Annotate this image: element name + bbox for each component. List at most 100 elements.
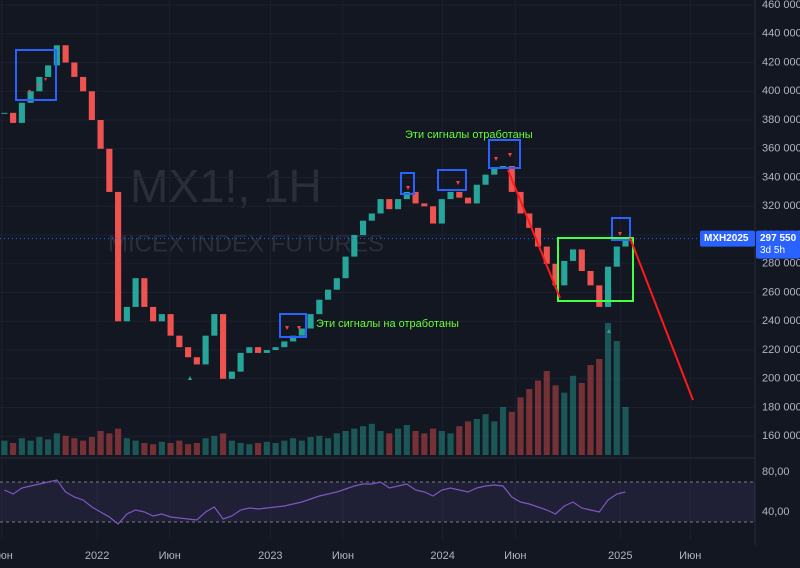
volume-bar [115,428,122,455]
candle [596,285,603,307]
candle [237,352,244,372]
x-tick-label: 2022 [85,550,109,562]
volume-bar [246,444,253,455]
volume-bar [561,392,568,455]
candle [220,314,227,379]
volume-bar [71,438,78,455]
candle [386,199,393,210]
y-tick-label: 260 000 [762,286,800,298]
candle [27,91,34,103]
candle [45,65,52,77]
candle [552,263,559,286]
y-tick-label: 460 000 [762,0,800,11]
volume-bar [307,437,314,455]
annotation: Эти сигналы отработаны [405,129,533,141]
volume-bar [53,433,60,455]
volume-bar [316,435,323,455]
volume-bar [360,426,367,455]
candle [464,197,472,204]
volume-bar [526,389,533,455]
price-tag-countdown: 3d 5h [760,245,785,256]
x-tick-label: 2025 [608,550,632,562]
volume-bar [377,431,384,455]
candle [211,314,218,336]
volume-bar [578,383,585,455]
candle [482,174,489,185]
candle [342,256,349,279]
trend-line [507,169,561,299]
volume-bar [552,385,559,455]
candle [351,235,358,257]
volume-bar [80,440,87,455]
y-tick-label: 280 000 [762,258,800,270]
candle [394,199,402,210]
signal-box [611,217,631,241]
candle [412,191,419,204]
candle [185,347,192,358]
candle [307,314,314,329]
volume-bar [18,438,25,455]
volume-bar [62,435,69,455]
candle [290,335,297,342]
x-tick-label: Июн [332,550,354,562]
volume-bar [499,407,507,455]
candle [123,306,130,322]
candle [62,45,69,63]
signal-box [400,172,415,195]
candle [298,328,305,336]
candle [569,249,577,261]
volume-bar [351,428,358,455]
candle [150,306,157,322]
volume-bar [429,428,437,455]
candle [80,76,87,92]
volume-bar [176,440,183,455]
price-tag-value: 297 550 [760,233,797,244]
candle [132,278,139,307]
candle [429,206,437,224]
candle [578,249,585,271]
candle [421,203,428,207]
candle [438,199,445,224]
volume-bar [491,421,498,455]
volume-bar [333,433,340,455]
candle [543,246,550,264]
volume-bar [272,443,279,455]
candle [106,148,113,192]
signal-box [437,169,467,191]
candle [255,347,262,353]
volume-bar [237,443,244,455]
candle [71,62,78,77]
candle [316,299,323,315]
candle [167,314,174,336]
watermark-symbol: MX1!, 1H [130,160,322,212]
volume-bar [596,359,603,455]
signal-boxes [15,49,694,401]
volume-bar [298,440,305,455]
volume-bar [325,438,332,455]
candle [97,120,104,149]
rsi-band [0,482,755,522]
candle [473,184,480,204]
rsi-tick-label: 80,00 [762,466,790,478]
volume-bar [438,431,445,455]
volume-bar [342,431,349,455]
volume-bar [167,443,174,455]
volume-bar [464,421,472,455]
price-tag-bg [756,230,800,259]
candle [263,350,270,353]
y-tick-label: 360 000 [762,143,800,155]
volume-bar [141,443,148,455]
candle [360,220,367,236]
candle [613,246,620,267]
candle [604,266,612,307]
candle [88,91,95,121]
volume-bar [386,433,393,455]
rsi-line [4,479,626,525]
candle [325,289,332,300]
y-tick-label: 180 000 [762,401,800,413]
candle [193,357,200,365]
y-tick-label: 320 000 [762,200,800,212]
x-tick-label: Июн [159,550,181,562]
